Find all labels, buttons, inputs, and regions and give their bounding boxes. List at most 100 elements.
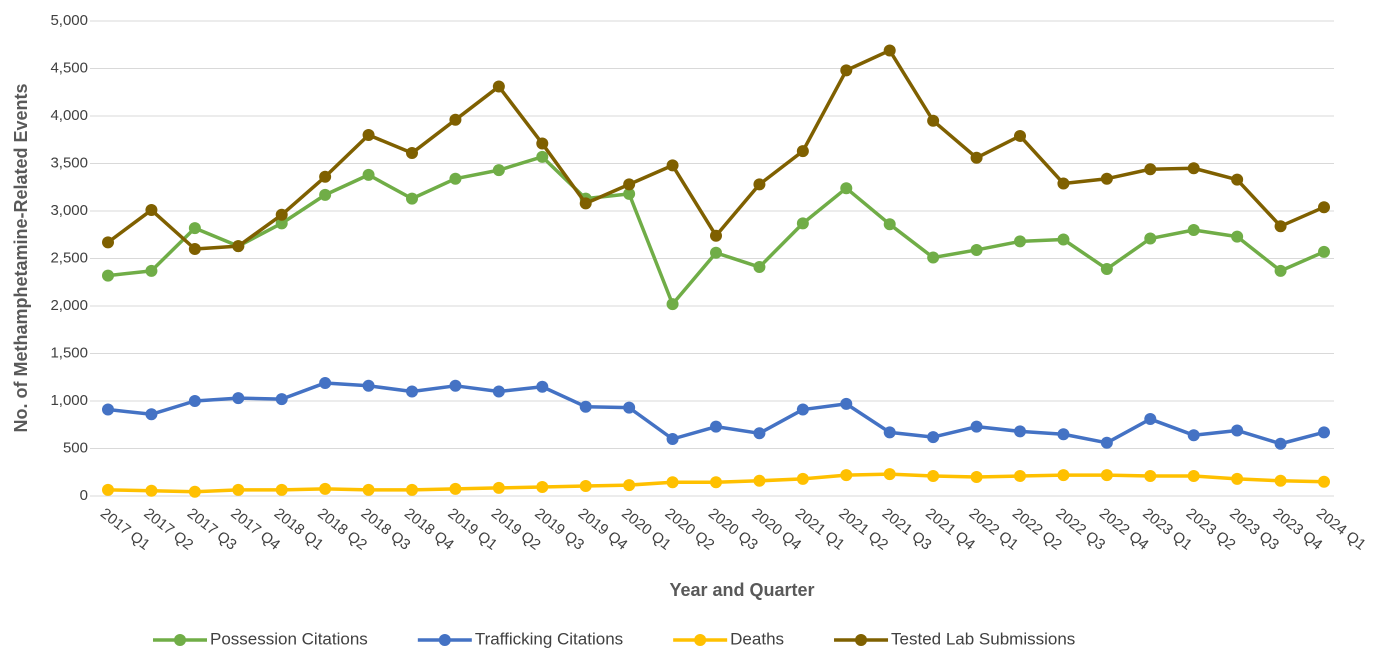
data-point xyxy=(102,403,114,416)
data-point xyxy=(449,482,462,495)
data-point xyxy=(275,393,288,406)
data-point xyxy=(1100,436,1113,449)
data-point xyxy=(1100,262,1113,275)
data-point xyxy=(232,483,245,496)
y-tick-label: 1,500 xyxy=(50,344,88,361)
data-point xyxy=(840,182,853,195)
data-point xyxy=(1014,129,1026,142)
data-point xyxy=(362,379,375,392)
data-point xyxy=(623,187,636,200)
data-point xyxy=(1057,469,1070,482)
data-point xyxy=(883,468,896,481)
data-point xyxy=(362,129,375,141)
data-point xyxy=(970,243,983,256)
data-point xyxy=(970,471,983,483)
data-point xyxy=(492,481,505,494)
data-point xyxy=(188,485,201,498)
data-point xyxy=(1274,474,1287,487)
data-point xyxy=(319,482,332,495)
data-point xyxy=(362,483,375,496)
legend-label: Possession Citations xyxy=(210,629,368,648)
data-point xyxy=(927,470,940,483)
y-tick-label: 4,000 xyxy=(50,107,88,124)
y-tick-label: 4,500 xyxy=(50,59,88,76)
data-point xyxy=(840,397,853,410)
data-point xyxy=(1187,224,1200,236)
data-point xyxy=(1100,172,1113,185)
data-point xyxy=(1057,428,1070,441)
data-point xyxy=(492,164,505,177)
data-point xyxy=(796,145,809,158)
y-tick-label: 2,000 xyxy=(50,297,88,314)
data-point xyxy=(1187,429,1200,442)
data-point xyxy=(753,178,766,191)
data-point xyxy=(406,192,418,205)
data-point xyxy=(145,408,158,421)
data-point xyxy=(406,147,418,160)
data-point xyxy=(1318,475,1330,488)
data-point xyxy=(579,197,592,210)
data-point xyxy=(1187,470,1200,483)
data-point xyxy=(1231,424,1244,437)
data-point xyxy=(666,476,679,489)
legend-label: Deaths xyxy=(730,629,784,648)
data-point xyxy=(145,484,158,497)
data-point xyxy=(710,420,722,433)
data-point xyxy=(406,483,418,496)
data-point xyxy=(536,380,549,393)
data-point xyxy=(927,431,940,444)
data-point xyxy=(1057,233,1070,246)
data-point xyxy=(1100,469,1113,482)
data-point xyxy=(710,246,722,259)
data-point xyxy=(1014,235,1026,248)
data-point xyxy=(145,264,158,277)
data-point xyxy=(1274,220,1287,233)
legend-marker xyxy=(694,634,707,646)
y-tick-label: 1,000 xyxy=(50,392,88,409)
y-tick-label: 3,500 xyxy=(50,154,88,171)
data-point xyxy=(362,168,375,181)
data-point xyxy=(1144,470,1157,483)
data-point xyxy=(970,151,983,164)
data-point xyxy=(449,172,462,185)
y-tick-label: 5,000 xyxy=(50,12,88,29)
data-point xyxy=(623,178,636,191)
data-point xyxy=(102,483,114,496)
legend-marker xyxy=(174,634,186,646)
data-point xyxy=(1318,245,1330,258)
data-point xyxy=(796,217,809,230)
data-point xyxy=(1014,425,1026,438)
data-point xyxy=(883,218,896,231)
data-point xyxy=(666,159,679,172)
data-point xyxy=(102,269,114,282)
y-tick-label: 0 xyxy=(80,487,88,504)
data-point xyxy=(406,385,418,398)
data-point xyxy=(188,222,201,235)
data-point xyxy=(1014,470,1026,483)
x-tick-label: 2024 Q1 xyxy=(1313,505,1369,554)
data-point xyxy=(1144,413,1157,426)
legend-label: Trafficking Citations xyxy=(475,629,623,648)
data-point xyxy=(710,476,722,489)
data-point xyxy=(536,150,549,163)
data-point xyxy=(710,229,722,242)
data-point xyxy=(1187,162,1200,175)
y-tick-label: 3,000 xyxy=(50,202,88,219)
data-point xyxy=(970,420,983,433)
data-point xyxy=(1144,232,1157,245)
data-point xyxy=(666,298,679,311)
data-point xyxy=(927,114,940,127)
data-point xyxy=(1274,437,1287,450)
data-point xyxy=(536,137,549,150)
data-point xyxy=(188,395,201,407)
data-point xyxy=(536,480,549,493)
data-point xyxy=(927,251,940,264)
data-point xyxy=(579,400,592,413)
data-point xyxy=(666,433,679,445)
y-axis-title: No. of Methamphetamine-Related Events xyxy=(11,83,31,432)
data-point xyxy=(232,392,245,405)
data-point xyxy=(275,217,288,230)
data-point xyxy=(753,474,766,487)
data-point xyxy=(840,469,853,482)
